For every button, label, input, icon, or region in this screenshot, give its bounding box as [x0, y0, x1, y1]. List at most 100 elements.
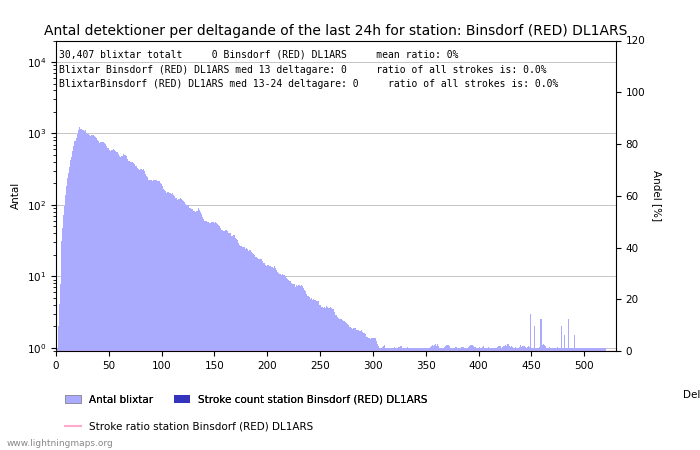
- Bar: [83, 130, 84, 450]
- Bar: [389, 348, 391, 450]
- Bar: [513, 348, 514, 450]
- Bar: [233, 235, 234, 450]
- Bar: [596, 348, 598, 450]
- Bar: [84, 131, 85, 450]
- Bar: [478, 348, 480, 450]
- Bar: [335, 315, 337, 450]
- Bar: [236, 238, 237, 450]
- Bar: [291, 283, 292, 450]
- Bar: [422, 348, 423, 450]
- Bar: [340, 319, 341, 450]
- Bar: [59, 304, 60, 450]
- Bar: [544, 346, 545, 450]
- Bar: [555, 348, 556, 450]
- Bar: [232, 236, 233, 450]
- Bar: [410, 348, 412, 450]
- Bar: [126, 156, 127, 450]
- Bar: [531, 348, 532, 450]
- Bar: [530, 314, 531, 450]
- Bar: [124, 155, 125, 450]
- Bar: [348, 325, 349, 450]
- Bar: [281, 274, 283, 450]
- Bar: [488, 347, 489, 450]
- Bar: [153, 180, 154, 450]
- Bar: [225, 230, 227, 450]
- Bar: [269, 266, 270, 450]
- Bar: [451, 348, 452, 450]
- Bar: [364, 333, 365, 450]
- Bar: [113, 150, 115, 450]
- Bar: [90, 136, 92, 450]
- Bar: [123, 154, 124, 450]
- Bar: [209, 223, 210, 450]
- Bar: [407, 347, 408, 450]
- Bar: [453, 348, 454, 450]
- Bar: [287, 279, 288, 450]
- Bar: [94, 137, 96, 450]
- Bar: [316, 301, 318, 450]
- Bar: [106, 146, 107, 450]
- Bar: [219, 226, 220, 450]
- Legend: Antal blixtar, Stroke count station Binsdorf (RED) DL1ARS: Antal blixtar, Stroke count station Bins…: [61, 391, 432, 409]
- Bar: [182, 200, 183, 450]
- Bar: [181, 199, 182, 450]
- Bar: [345, 322, 346, 450]
- Bar: [536, 348, 538, 450]
- Bar: [444, 346, 445, 450]
- Bar: [491, 348, 492, 450]
- Bar: [344, 321, 345, 450]
- Bar: [322, 307, 323, 450]
- Bar: [383, 346, 384, 450]
- Bar: [284, 275, 285, 450]
- Bar: [434, 345, 435, 450]
- Bar: [351, 328, 352, 450]
- Bar: [368, 338, 370, 450]
- Bar: [276, 270, 277, 450]
- Bar: [391, 348, 393, 450]
- Bar: [470, 345, 472, 450]
- Bar: [482, 347, 484, 450]
- Bar: [218, 225, 219, 450]
- Bar: [497, 347, 498, 450]
- Bar: [217, 224, 218, 450]
- Bar: [179, 199, 180, 450]
- Bar: [457, 348, 458, 450]
- Bar: [512, 347, 513, 450]
- Bar: [401, 346, 402, 450]
- Bar: [64, 206, 65, 450]
- Bar: [134, 166, 136, 450]
- Bar: [117, 152, 118, 450]
- Bar: [115, 150, 116, 450]
- Bar: [157, 181, 158, 450]
- Bar: [270, 266, 271, 450]
- Bar: [197, 211, 198, 450]
- Bar: [195, 212, 196, 450]
- Bar: [405, 348, 406, 450]
- Bar: [78, 127, 80, 450]
- Bar: [188, 208, 190, 450]
- Bar: [567, 348, 568, 450]
- Bar: [220, 228, 221, 450]
- Bar: [408, 348, 409, 450]
- Bar: [206, 222, 208, 450]
- Bar: [240, 246, 241, 450]
- Bar: [397, 347, 398, 450]
- Bar: [462, 347, 463, 450]
- Bar: [498, 346, 499, 450]
- Bar: [139, 170, 140, 450]
- Text: Deltagare: Deltagare: [682, 390, 700, 400]
- Bar: [376, 341, 377, 450]
- Bar: [140, 169, 141, 450]
- Bar: [253, 254, 254, 450]
- Bar: [473, 346, 474, 450]
- Bar: [288, 280, 289, 450]
- Bar: [347, 324, 348, 450]
- Bar: [72, 151, 74, 450]
- Bar: [380, 348, 381, 450]
- Bar: [455, 346, 456, 450]
- Bar: [587, 348, 588, 450]
- Bar: [159, 181, 160, 450]
- Bar: [602, 348, 603, 450]
- Bar: [62, 228, 63, 450]
- Bar: [452, 348, 453, 450]
